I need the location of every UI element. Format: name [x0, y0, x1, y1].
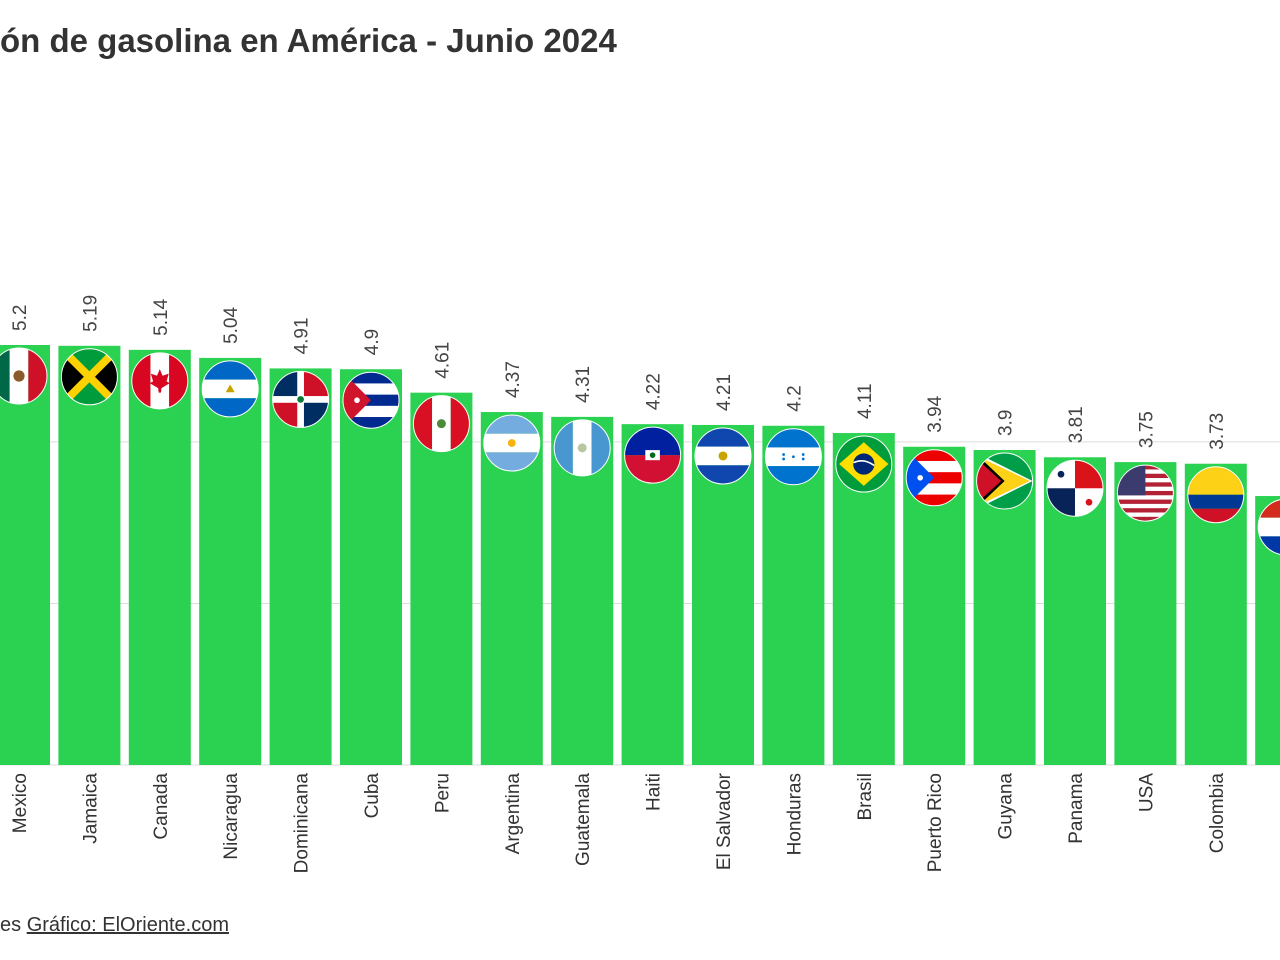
- category-label: Cuba: [362, 773, 383, 819]
- value-label: 3.81: [1066, 406, 1087, 443]
- value-label: 5.14: [151, 298, 172, 335]
- haiti-flag-icon: [624, 426, 682, 484]
- bars: [0, 345, 1280, 765]
- category-label: Peru: [432, 773, 453, 813]
- el-salvador-flag-icon: [694, 427, 752, 485]
- value-label: 4.37: [503, 361, 524, 398]
- value-label: 3.94: [925, 395, 946, 432]
- bar-4: [199, 357, 262, 765]
- bar-1: [0, 345, 50, 765]
- category-label: Dominicana: [292, 773, 313, 874]
- value-label: 4.11: [855, 383, 876, 419]
- bar-7: [410, 392, 473, 765]
- cuba-flag-icon: [342, 371, 400, 429]
- value-label: 4.9: [362, 329, 383, 355]
- value-label: 3.9: [996, 410, 1017, 436]
- category-label: Honduras: [784, 773, 805, 855]
- bar-5: [269, 368, 332, 765]
- value-label: 5.19: [80, 295, 101, 332]
- category-label: Haiti: [644, 773, 665, 811]
- value-label: 4.21: [714, 374, 735, 411]
- puerto-rico-flag-icon: [905, 449, 963, 507]
- guyana-flag-icon: [976, 452, 1034, 510]
- guatemala-flag-icon: [553, 419, 611, 477]
- chart-title: ón de gasolina en América - Junio 2024: [0, 22, 617, 59]
- dominican-republic-flag-icon: [272, 370, 330, 428]
- value-label: 5.2: [10, 305, 31, 331]
- bar-6: [340, 369, 402, 765]
- labels: 5.2 Mexico 5.19 Jamaica 5.14 Canada 5.04 Nicara…: [10, 295, 1228, 874]
- category-label: Nicaragua: [221, 773, 242, 860]
- value-label: 3.73: [1207, 413, 1228, 450]
- honduras-flag-icon: [764, 428, 822, 486]
- value-label: 4.22: [644, 373, 665, 410]
- category-label: Jamaica: [80, 773, 101, 844]
- colombia-flag-icon: [1187, 466, 1245, 524]
- category-label: Colombia: [1207, 773, 1228, 854]
- category-label: Puerto Rico: [925, 773, 946, 872]
- category-label: USA: [1136, 773, 1157, 812]
- credit-link[interactable]: Gráfico: ElOriente.com: [26, 914, 229, 936]
- source-text: es: [0, 914, 22, 936]
- category-label: Brasil: [855, 773, 876, 821]
- category-label: Mexico: [10, 773, 31, 833]
- usa-flag-icon: [1116, 464, 1174, 522]
- value-label: 4.2: [784, 385, 805, 411]
- category-label: Guyana: [996, 773, 1017, 840]
- value-label: 4.61: [432, 342, 453, 379]
- category-label: Panama: [1066, 773, 1087, 844]
- value-label: 4.31: [573, 366, 594, 403]
- flags: [0, 347, 1280, 556]
- bar-2: [58, 345, 121, 765]
- peru-flag-icon: [412, 395, 470, 453]
- chart-footer: es Gráfico: ElOriente.com: [0, 914, 229, 937]
- jamaica-flag-icon: [60, 348, 118, 406]
- canada-flag-icon: [131, 352, 189, 410]
- value-label: 4.91: [292, 317, 313, 354]
- bar-3: [128, 349, 191, 765]
- category-label: Guatemala: [573, 773, 594, 866]
- panama-flag-icon: [1046, 459, 1104, 517]
- argentina-flag-icon: [483, 414, 541, 472]
- mexico-flag-icon: [0, 347, 48, 405]
- value-label: 5.04: [221, 307, 242, 344]
- brazil-flag-icon: [835, 435, 893, 493]
- category-label: Canada: [151, 773, 172, 840]
- value-label: 3.75: [1136, 411, 1157, 448]
- category-label: El Salvador: [714, 772, 735, 870]
- nicaragua-flag-icon: [201, 360, 259, 418]
- bar-chart: 5.2 Mexico 5.19 Jamaica 5.14 Canada 5.04 Nicara…: [0, 295, 1280, 874]
- category-label: Argentina: [503, 773, 524, 855]
